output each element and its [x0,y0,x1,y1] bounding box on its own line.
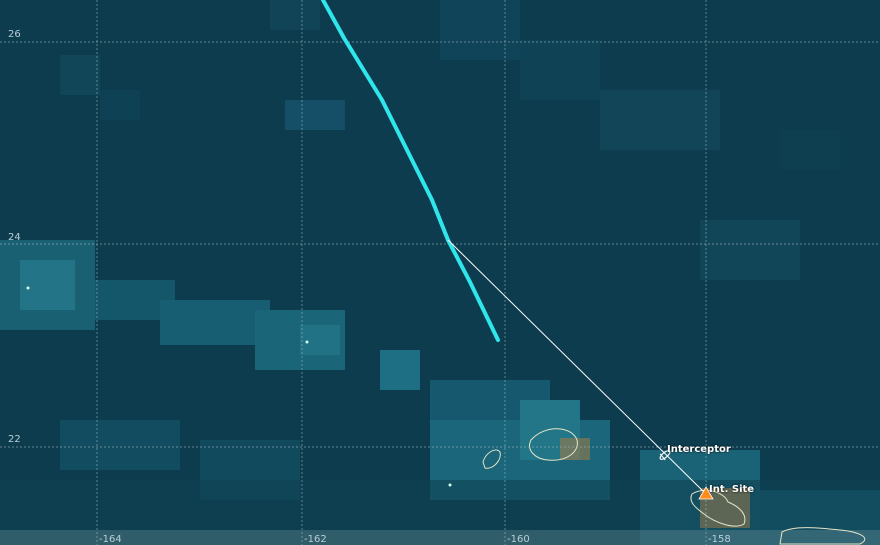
warning-triangle-icon[interactable] [698,486,714,500]
lon-label-164: -164 [99,534,122,545]
intercept-line [447,239,707,495]
lon-label-158: -158 [708,534,731,545]
flight-track[interactable] [321,0,500,342]
lat-label-22: 22 [8,434,21,445]
map-point [305,340,309,344]
site-label[interactable]: Int. Site [709,484,755,495]
lat-label-26: 26 [8,29,21,40]
map-point [448,483,452,487]
interceptor-label[interactable]: Interceptor [667,444,731,455]
lat-label-24: 24 [8,232,21,243]
lon-label-162: -162 [304,534,327,545]
aircraft-icon[interactable] [658,448,672,462]
lon-label-160: -160 [507,534,530,545]
map-point [26,286,30,290]
